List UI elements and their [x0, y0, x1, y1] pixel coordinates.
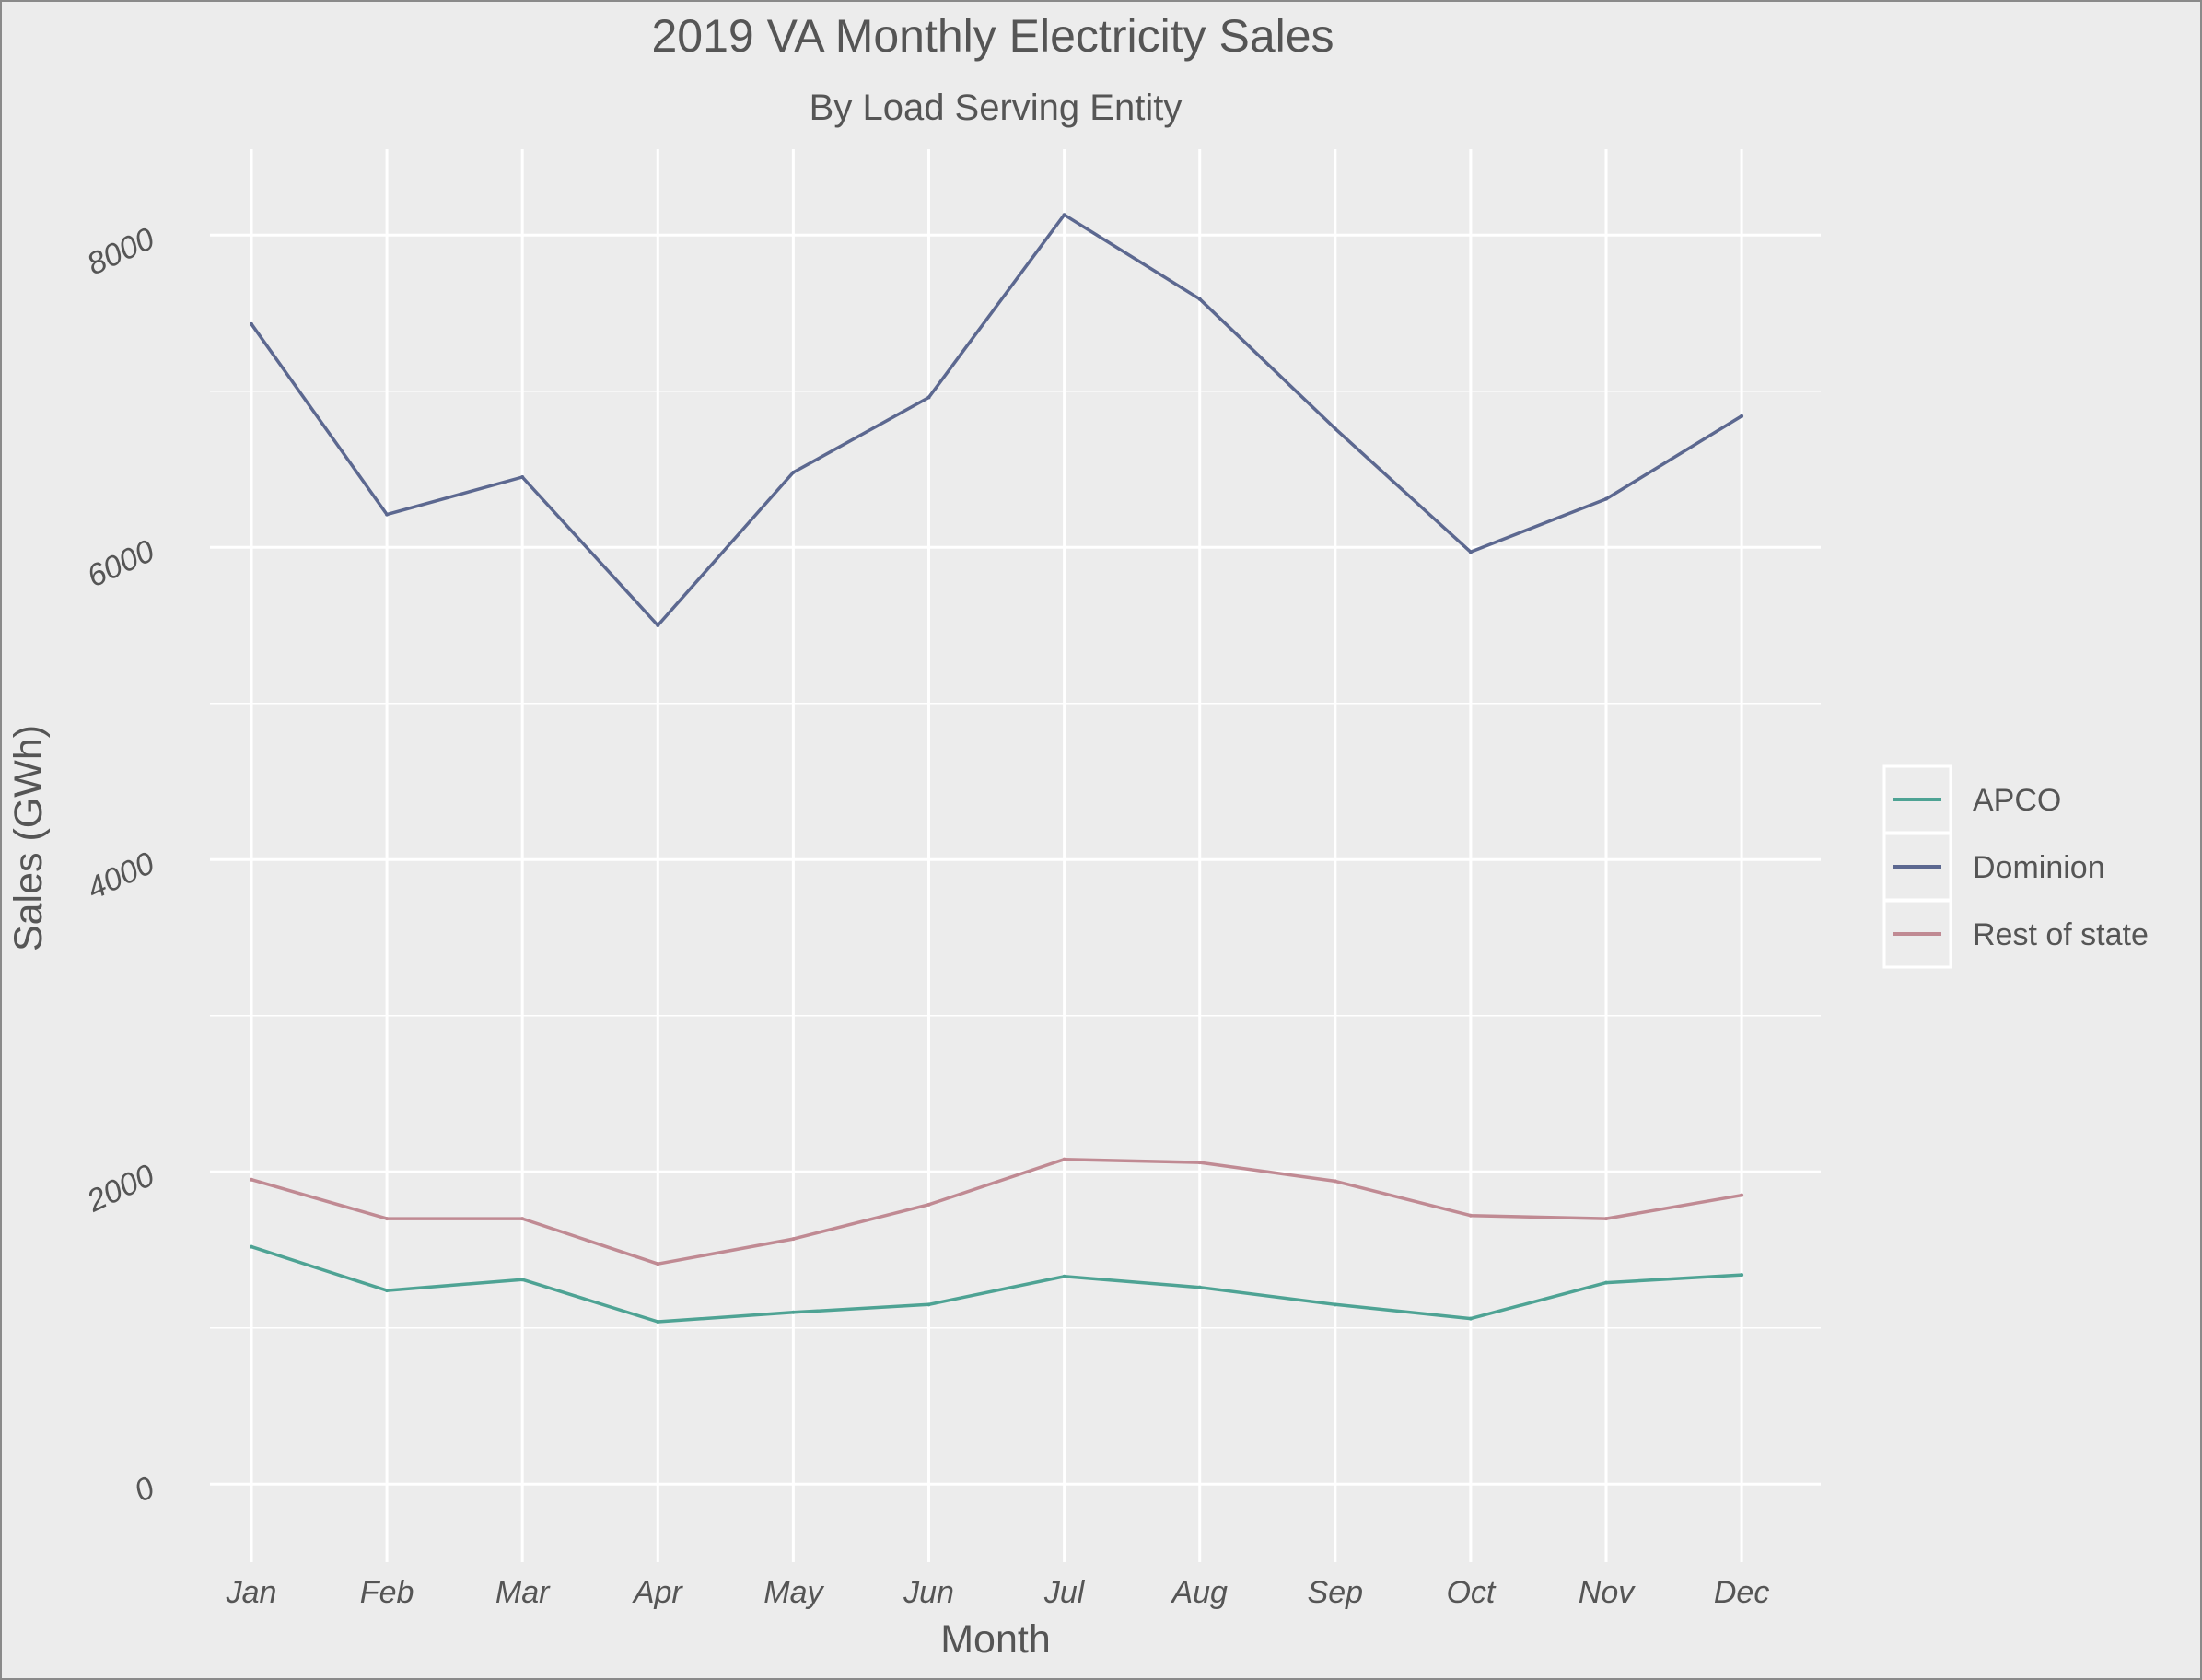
data-point-apco [1468, 1316, 1473, 1321]
data-point-apco [1604, 1280, 1608, 1285]
data-point-rest-of-state [1604, 1217, 1608, 1221]
data-point-rest-of-state [1468, 1213, 1473, 1218]
data-point-dominion [656, 623, 660, 627]
data-point-apco [385, 1289, 390, 1293]
data-point-rest-of-state [1740, 1193, 1744, 1197]
y-tick-label: 6000 [82, 533, 160, 594]
data-point-dominion [385, 512, 390, 517]
data-point-dominion [520, 474, 525, 479]
data-point-dominion [791, 470, 796, 474]
data-point-dominion [1604, 496, 1608, 501]
x-axis-ticks: Jan Feb Mar Apr May Jun Jul Aug Sep Oct Nov Dec [226, 1575, 1770, 1610]
legend: APCO Dominion Rest of state [1882, 764, 2149, 969]
data-point-rest-of-state [520, 1217, 525, 1221]
data-point-dominion [1333, 426, 1337, 431]
data-point-dominion [1468, 550, 1473, 554]
data-point-dominion [1740, 414, 1744, 418]
x-tick-label: Jun [903, 1575, 954, 1610]
gridlines [210, 149, 1821, 1562]
data-point-apco [791, 1310, 796, 1314]
chart-subtitle: By Load Serving Entity [810, 88, 1183, 128]
series-lines [250, 213, 1744, 1324]
data-point-apco [1062, 1274, 1066, 1278]
legend-label: APCO [1973, 783, 2061, 818]
data-point-dominion [1062, 213, 1066, 217]
x-tick-label: Jul [1043, 1575, 1086, 1610]
y-tick-label: 0 [129, 1470, 159, 1509]
y-tick-label: 4000 [82, 846, 160, 906]
data-point-rest-of-state [250, 1177, 253, 1182]
x-tick-label: Aug [1170, 1575, 1228, 1610]
data-point-rest-of-state [1197, 1161, 1202, 1165]
y-tick-label: 8000 [82, 221, 160, 282]
data-point-rest-of-state [385, 1217, 390, 1221]
data-point-dominion [926, 395, 931, 400]
data-point-dominion [250, 321, 253, 326]
data-point-apco [1197, 1285, 1202, 1289]
x-tick-label: Feb [360, 1575, 414, 1610]
data-point-apco [926, 1302, 931, 1307]
data-point-dominion [1197, 297, 1202, 301]
x-tick-label: Mar [495, 1575, 551, 1610]
data-point-apco [656, 1319, 660, 1324]
series-line-rest-of-state [250, 1157, 1742, 1266]
x-axis-label: Month [940, 1617, 1051, 1662]
data-point-rest-of-state [1062, 1157, 1066, 1161]
x-tick-label: May [763, 1575, 824, 1610]
data-point-apco [520, 1278, 525, 1282]
data-point-rest-of-state [656, 1262, 660, 1266]
data-point-apco [250, 1244, 253, 1249]
x-tick-label: Jan [226, 1575, 277, 1610]
chart-title: 2019 VA Monthly Electricity Sales [651, 10, 1334, 62]
legend-label: Rest of state [1973, 917, 2149, 952]
legend-label: Dominion [1973, 850, 2105, 885]
data-point-apco [1333, 1302, 1337, 1307]
y-axis-label: Sales (GWh) [6, 725, 51, 951]
data-point-apco [1740, 1273, 1744, 1278]
x-tick-label: Nov [1579, 1575, 1636, 1610]
x-tick-label: Sep [1308, 1575, 1364, 1610]
x-tick-label: Oct [1446, 1575, 1496, 1610]
y-axis-ticks: 0 2000 4000 6000 8000 [81, 221, 160, 1509]
x-tick-label: Apr [632, 1575, 684, 1610]
data-point-rest-of-state [1333, 1179, 1337, 1184]
y-tick-label: 2000 [81, 1158, 160, 1219]
x-tick-label: Dec [1714, 1575, 1769, 1610]
series-line-dominion [250, 213, 1743, 627]
data-point-rest-of-state [926, 1202, 931, 1207]
series-line-apco [250, 1244, 1742, 1324]
data-point-rest-of-state [791, 1237, 796, 1242]
